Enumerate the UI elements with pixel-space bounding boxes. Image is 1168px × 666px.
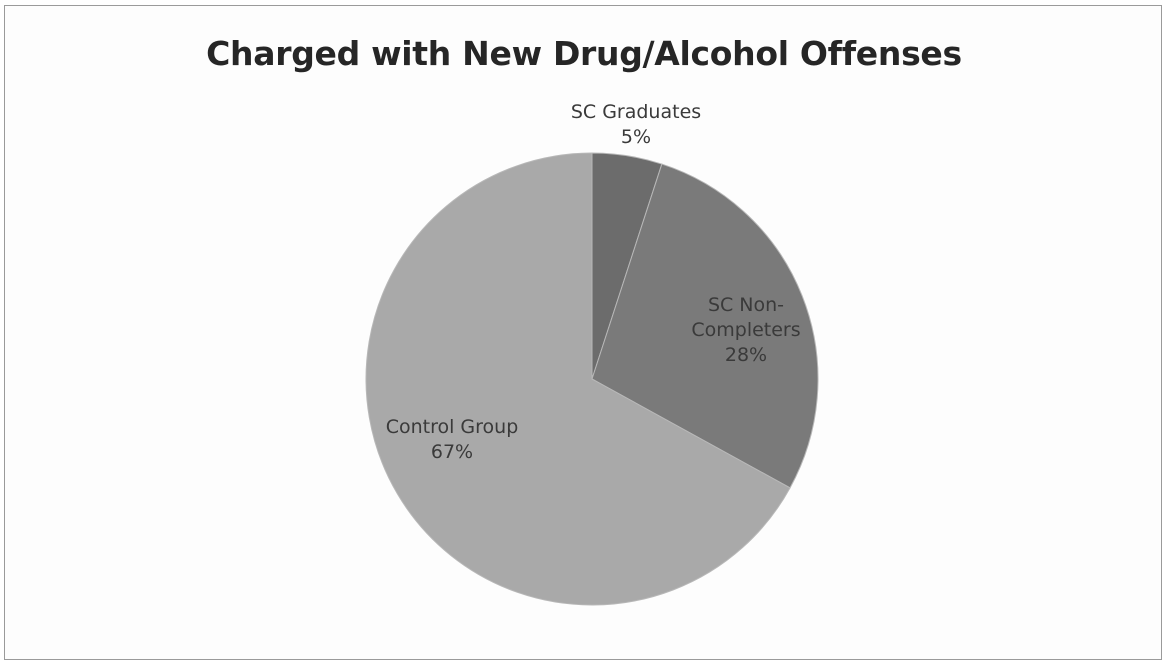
slice-label-sc-non-completers-line1: SC Non- xyxy=(707,294,785,316)
slice-label-sc-non-completers-line2: Completers xyxy=(691,319,801,341)
slice-label-sc-graduates: SC Graduates 5% xyxy=(536,100,736,150)
slice-label-control-group: Control Group 67% xyxy=(352,415,552,465)
chart-title: Charged with New Drug/Alcohol Offenses xyxy=(206,34,962,73)
slice-label-control-group-value: 67% xyxy=(430,441,474,463)
slice-label-sc-non-completers-value: 28% xyxy=(724,344,768,366)
pie-slice-control-group xyxy=(365,152,791,606)
slice-label-sc-graduates-name: SC Graduates xyxy=(570,101,702,123)
slice-label-control-group-name: Control Group xyxy=(385,416,519,438)
slice-label-sc-graduates-value: 5% xyxy=(620,126,652,148)
pie-slice-sc-non-completers xyxy=(591,163,819,489)
slice-label-sc-non-completers: SC Non- Completers 28% xyxy=(646,293,846,368)
